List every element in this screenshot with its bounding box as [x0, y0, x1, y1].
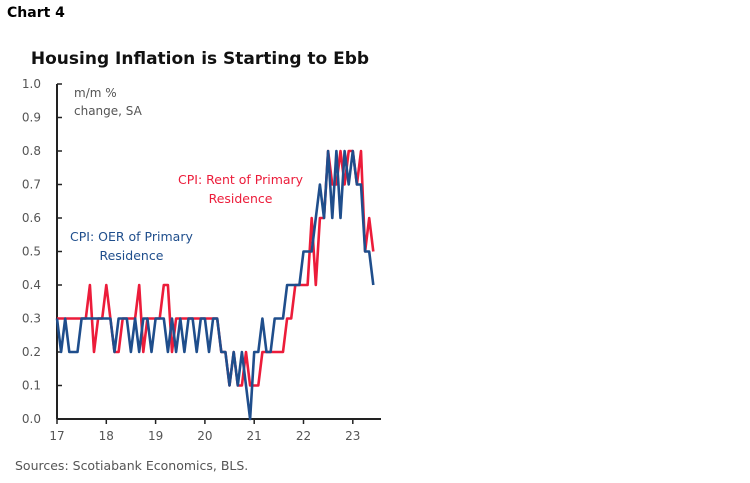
y-tick-label: 0.9 [22, 111, 41, 125]
x-tick-label: 17 [49, 429, 64, 443]
x-tick-label: 20 [197, 429, 212, 443]
y-tick-label: 0.1 [22, 379, 41, 393]
x-tick-label: 22 [296, 429, 311, 443]
y-tick-label: 0.0 [22, 412, 41, 426]
chart-number-label: Chart 4 [7, 5, 65, 21]
x-tick-label: 18 [99, 429, 114, 443]
rent-series-label: CPI: Rent of Primary Residence [178, 172, 304, 206]
y-tick-label: 0.5 [22, 245, 41, 259]
y-tick-label: 1.0 [22, 77, 41, 91]
oer-series-line [55, 149, 375, 421]
y-tick-label: 0.7 [22, 178, 41, 192]
x-tick-label: 19 [148, 429, 163, 443]
y-tick-label: 0.8 [22, 144, 41, 158]
y-tick-label: 0.2 [22, 345, 41, 359]
chart-title: Housing Inflation is Starting to Ebb [30, 49, 370, 69]
y-tick-label: 0.6 [22, 211, 41, 225]
y-axis-unit-label: m/m % change, SA [74, 86, 142, 118]
source-note: Sources: Scotiabank Economics, BLS. [15, 458, 249, 473]
x-tick-label: 23 [345, 429, 360, 443]
oer-series-label: CPI: OER of Primary Residence [70, 229, 193, 263]
y-tick-label: 0.3 [22, 312, 41, 326]
x-tick-label: 21 [247, 429, 262, 443]
y-tick-label: 0.4 [22, 278, 41, 292]
